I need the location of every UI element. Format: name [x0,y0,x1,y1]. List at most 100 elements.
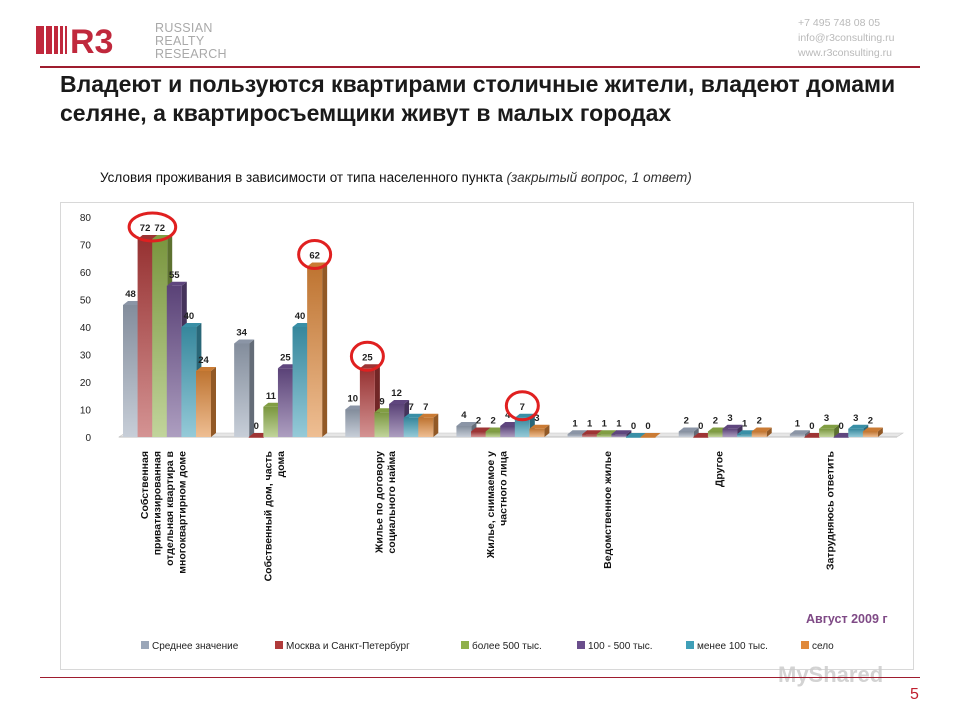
bar [804,437,820,438]
bar-value-label: 2 [713,416,718,427]
bar-value-label: 3 [727,413,732,424]
bar [418,417,434,437]
category-label-line: Собственный дом, часть [262,450,274,581]
bar-value-label: 24 [198,355,209,366]
bar-value-label: 9 [379,396,384,407]
subtitle-note: (закрытый вопрос, 1 ответ) [506,170,692,185]
bar-top [471,427,492,432]
bar [500,426,516,437]
bar-value-label: 0 [809,421,814,432]
bar-top [529,424,550,429]
bar [862,431,878,437]
bar-value-label: 2 [757,416,762,427]
bar-side [626,430,632,437]
category-label-line: частного лица [497,451,509,526]
bar-side [804,430,810,437]
bar-value-label: 2 [476,416,481,427]
bar-value-label: 48 [125,289,136,300]
bar [307,266,323,437]
y-tick-label: 0 [85,433,91,444]
bar [263,406,279,437]
logo-line: RESEARCH [155,47,227,61]
survey-period: Август 2009 г [806,612,888,626]
bar-group [307,262,328,437]
bar-top [596,430,617,435]
bar [640,437,656,438]
bar-top [678,427,699,432]
bar-top [722,424,743,429]
bar [123,305,138,437]
bar [485,431,501,437]
bar-top [137,235,158,239]
bar [529,428,545,437]
legend-label: более 500 тыс. [472,640,542,652]
category-label: Другое [713,451,725,487]
bar [596,434,612,437]
y-tick-label: 10 [80,406,92,417]
bar-top [234,339,255,344]
bar-value-label: 62 [309,251,320,262]
category-label-line: дома [275,451,287,478]
bar-value-label: 40 [295,311,306,322]
bar [181,327,197,437]
bar [848,428,864,437]
legend-label: менее 100 тыс. [697,641,768,652]
legend-swatch [141,641,149,649]
bar-value-label: 11 [266,391,277,402]
bar-group [611,430,632,437]
bar [751,431,767,437]
bar-group [789,430,810,437]
bar-group [751,427,772,437]
bar [567,434,583,437]
bar-top [611,430,632,435]
bar-group [678,427,699,437]
watermark: MyShared [778,662,884,687]
bar-value-label: 1 [616,418,622,429]
bar [345,409,361,437]
bar [277,368,293,437]
bar [152,239,168,437]
category-label: Жилье по договору социального найма [374,451,399,554]
chart-subtitle: Условия проживания в зависимости от типа… [100,170,692,185]
legend-label: село [812,641,834,652]
bar-top [862,427,883,432]
category-label-line: Жилье по договору [374,451,386,554]
bar-value-label: 2 [684,416,689,427]
bar [707,431,723,437]
bar-top [751,427,772,432]
y-tick-label: 40 [80,323,92,334]
bar [248,437,264,438]
category-label: Жилье, снимаемое у частного лица [485,451,510,559]
bar [456,426,472,437]
legend-label: Среднее значение [152,641,239,652]
bar [833,437,849,438]
contact-email[interactable]: info@r3consulting.ru [798,32,895,44]
bar [403,417,419,437]
bar [196,371,211,437]
subtitle-text: Условия проживания в зависимости от типа… [100,170,503,185]
bar [292,327,308,437]
bar-side [693,427,699,437]
bar-value-label: 1 [572,418,578,429]
bar-value-label: 0 [645,421,650,432]
category-label-line: социального найма [386,451,398,554]
bar [166,285,182,437]
contact-website[interactable]: www.r3consulting.ru [798,47,892,59]
bar-value-label: 3 [853,413,858,424]
bar-top [166,281,187,286]
legend-label: 100 - 500 тыс. [588,641,653,652]
legend-swatch [686,641,694,649]
bar-value-label: 3 [824,413,829,424]
highlight-circle [127,211,178,243]
bar-value-label: 10 [347,394,358,405]
bar [625,437,641,438]
y-tick-label: 70 [80,241,92,252]
logo-line: REALTY [155,34,205,48]
footer-divider [40,677,920,678]
category-label: Собственная приватизированная отдельная кв… [139,450,189,573]
bar-value-label: 25 [280,352,291,363]
category-label-line: Собственная [139,451,151,519]
bar-value-label: 55 [169,270,180,281]
bar-value-label: 0 [698,421,703,432]
contact-phone: +7 495 748 08 05 [798,17,881,29]
